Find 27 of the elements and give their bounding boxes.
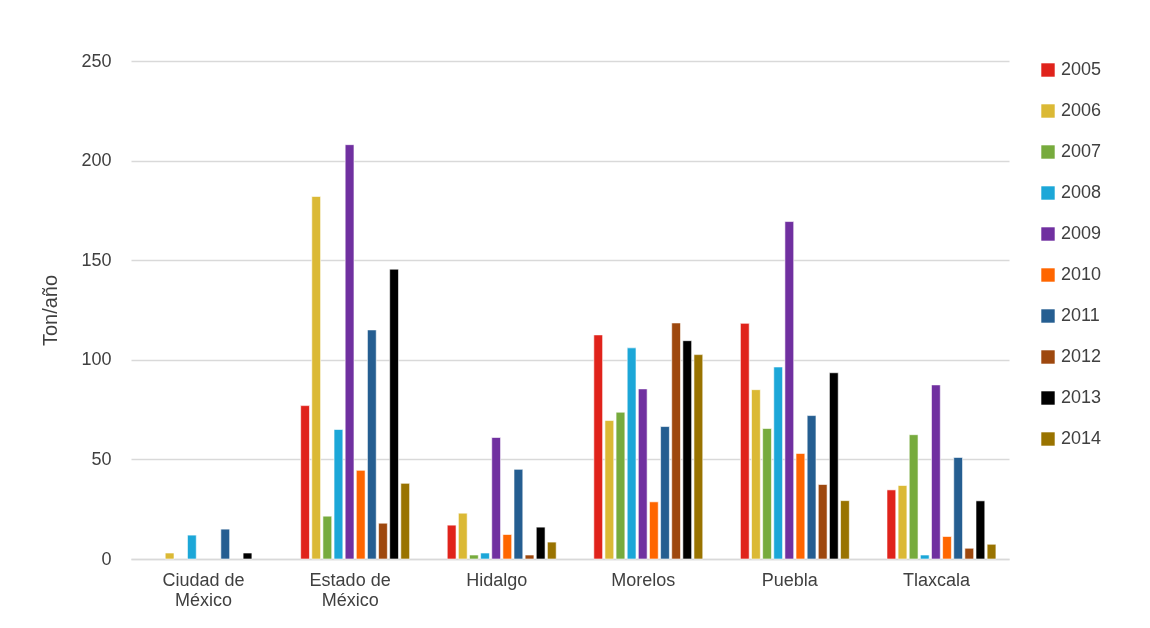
- y-tick-label: 200: [81, 150, 112, 171]
- x-tick-label: Estado de México: [309, 569, 391, 610]
- y-tick-label: 0: [101, 548, 112, 569]
- x-tick-label: Tlaxcala: [902, 569, 971, 590]
- bar: [164, 552, 175, 560]
- legend-label: 2005: [1061, 59, 1102, 79]
- legend-label: 2014: [1061, 428, 1102, 448]
- x-tick-label: Morelos: [611, 569, 676, 590]
- x-tick-label: Puebla: [761, 569, 819, 590]
- bar: [242, 552, 253, 560]
- y-tick-label: 250: [81, 50, 112, 71]
- legend-label: 2009: [1061, 223, 1102, 243]
- legend-label: 2011: [1061, 305, 1100, 325]
- legend-label: 2010: [1061, 264, 1102, 284]
- legend-label: 2006: [1061, 100, 1102, 120]
- y-tick-label: 100: [81, 349, 112, 370]
- y-tick-label: 50: [91, 448, 112, 469]
- bar: [187, 534, 197, 560]
- y-tick-label: 150: [81, 249, 112, 270]
- legend-label: 2012: [1061, 346, 1102, 366]
- x-tick-label: Hidalgo: [466, 569, 528, 590]
- x-tick-label: Ciudad de México: [162, 569, 245, 610]
- bar: [220, 528, 230, 560]
- legend-label: 2013: [1061, 387, 1102, 407]
- legend-label: 2008: [1061, 182, 1102, 202]
- legend-label: 2007: [1061, 141, 1102, 161]
- y-axis-title: Ton/año: [39, 274, 62, 347]
